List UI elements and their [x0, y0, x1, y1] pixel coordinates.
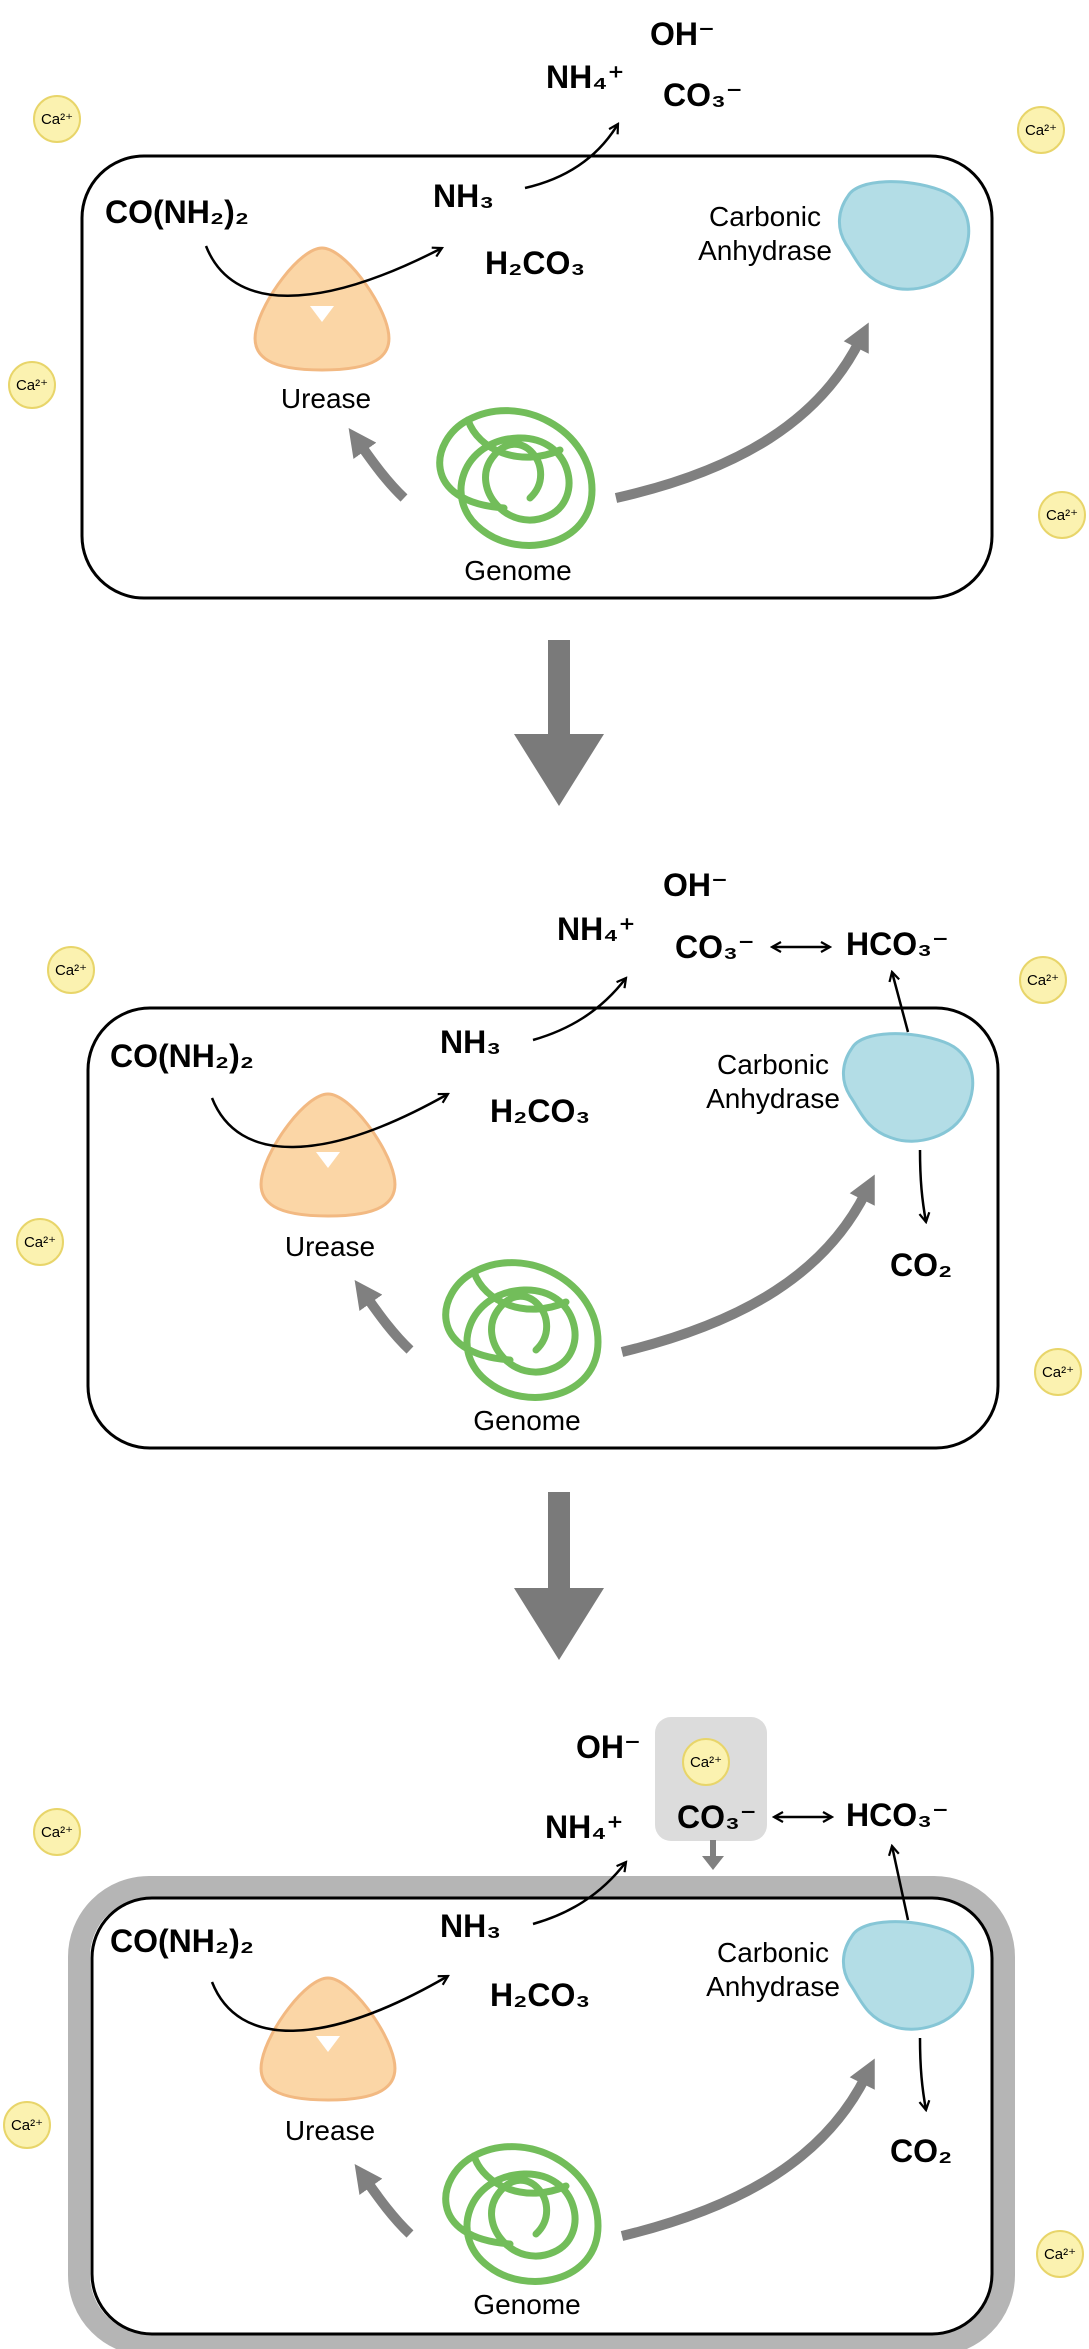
calcium-ion-icon: Ca²⁺ — [33, 1808, 81, 1856]
calcium-ion-icon: Ca²⁺ — [16, 1218, 64, 1266]
cell-membrane — [80, 154, 994, 600]
carbonate: CO₃⁻ — [675, 929, 755, 965]
down-arrow-icon — [514, 1492, 604, 1660]
ammonium: NH₄⁺ — [545, 1809, 623, 1845]
genome-icon — [442, 1259, 602, 1401]
calcium-ion-icon: Ca²⁺ — [33, 95, 81, 143]
genome-to-anhydrase-arrow — [620, 1174, 875, 1357]
hydroxide: OH⁻ — [576, 1729, 641, 1765]
urea: CO(NH₂)₂ — [105, 194, 249, 230]
anhydrase-to-bicarbonate-arrow — [892, 1846, 910, 1921]
genome-icon — [442, 2143, 602, 2285]
calcium-ion-icon: Ca²⁺ — [8, 361, 56, 409]
calcium-ion-icon: Ca²⁺ — [1017, 106, 1065, 154]
carbon-dioxide: CO₂ — [890, 2133, 952, 2169]
carbonic-acid: H₂CO₃ — [490, 1093, 590, 1129]
ammonium: NH₄⁺ — [546, 59, 624, 95]
calcium-ion-label: Ca²⁺ — [24, 1234, 56, 1251]
genome-to-anhydrase-arrow — [620, 2058, 875, 2241]
ammonia-to-ammonium-arrow — [532, 1862, 626, 1926]
calcium-ion-label: Ca²⁺ — [41, 111, 73, 128]
calcium-ion-label: Ca²⁺ — [1027, 972, 1059, 989]
urea-to-ammonia-arrow — [210, 1976, 448, 2032]
calcium-carbonate-shell — [68, 1876, 1015, 2349]
calcium-ion-icon: Ca²⁺ — [1019, 956, 1067, 1004]
cell-membrane — [86, 1006, 1000, 1450]
calcium-ion-label: Ca²⁺ — [41, 1824, 73, 1841]
calcium-ion-label: Ca²⁺ — [690, 1754, 722, 1771]
carbon-dioxide: CO₂ — [890, 1247, 952, 1283]
bicarbonate: HCO₃⁻ — [846, 926, 949, 962]
ammonium: NH₄⁺ — [557, 911, 635, 947]
calcium-ion-icon: Ca²⁺ — [3, 2101, 51, 2149]
calcium-ion-icon: Ca²⁺ — [47, 946, 95, 994]
carbonic-anhydrase-icon — [838, 180, 971, 291]
urease-label: Urease — [281, 383, 371, 414]
calcium-ion-icon: Ca²⁺ — [1036, 2230, 1084, 2278]
carbonic-anhydrase-label-line1: Carbonic — [709, 201, 821, 232]
genome-to-urease-arrow — [354, 1280, 414, 1354]
genome-to-urease-arrow — [348, 428, 408, 502]
urease-label: Urease — [285, 1231, 375, 1262]
carbonic-anhydrase-icon — [842, 1032, 975, 1143]
calcium-ion-label: Ca²⁺ — [1042, 1364, 1074, 1381]
urease-active-site — [316, 2036, 340, 2052]
carbonic-acid: H₂CO₃ — [490, 1977, 590, 2013]
panel-urease-stage: Urease CO(NH₂)₂ NH₃ H₂CO₃ NH₄⁺ OH⁻ CO₃⁻ … — [8, 16, 1086, 600]
anhydrase-to-co2-arrow — [920, 2037, 926, 2110]
carbonic-anhydrase-icon — [842, 1920, 975, 2031]
carbonic-acid: H₂CO₃ — [485, 245, 585, 281]
ammonia: NH₃ — [440, 1908, 501, 1944]
calcium-ion-label: Ca²⁺ — [16, 377, 48, 394]
calcium-ion-icon: Ca²⁺ — [682, 1738, 730, 1786]
urea-to-ammonia-arrow — [204, 245, 442, 297]
anhydrase-to-bicarbonate-arrow — [892, 972, 910, 1033]
bicarbonate: HCO₃⁻ — [846, 1797, 949, 1833]
genome-label: Genome — [473, 2289, 580, 2320]
genome-to-urease-arrow — [354, 2164, 414, 2238]
calcium-ion-label: Ca²⁺ — [1025, 122, 1057, 139]
genome-label: Genome — [473, 1405, 580, 1436]
carbonic-anhydrase-label-line2: Anhydrase — [706, 1083, 840, 1114]
panel-anhydrase-stage: Urease CO(NH₂)₂ NH₃ H₂CO₃ NH₄⁺ OH⁻ CO₃⁻ … — [16, 867, 1082, 1450]
panel-precipitation-stage: Urease CO(NH₂)₂ NH₃ H₂CO₃ NH₄⁺ OH⁻ CO₃⁻ … — [3, 1717, 1084, 2349]
down-arrow-icon — [514, 640, 604, 806]
carbonate: CO₃⁻ — [663, 77, 743, 113]
calcium-ion-label: Ca²⁺ — [1046, 507, 1078, 524]
carbonate: CO₃⁻ — [677, 1799, 757, 1835]
urease-label: Urease — [285, 2115, 375, 2146]
hydroxide: OH⁻ — [650, 16, 715, 52]
carbonic-anhydrase-label-line2: Anhydrase — [698, 235, 832, 266]
calcium-ion-label: Ca²⁺ — [11, 2117, 43, 2134]
genome-to-anhydrase-arrow — [614, 322, 869, 503]
genome-icon — [436, 407, 596, 549]
urease-active-site — [316, 1152, 340, 1168]
ammonia: NH₃ — [440, 1024, 501, 1060]
carbonic-anhydrase-label-line1: Carbonic — [717, 1937, 829, 1968]
urea: CO(NH₂)₂ — [110, 1038, 254, 1074]
anhydrase-to-co2-arrow — [920, 1149, 926, 1222]
urea: CO(NH₂)₂ — [110, 1923, 254, 1959]
carbonic-anhydrase-label-line2: Anhydrase — [706, 1971, 840, 2002]
urease-active-site — [310, 306, 334, 322]
hydroxide: OH⁻ — [663, 867, 728, 903]
calcium-ion-icon: Ca²⁺ — [1038, 491, 1086, 539]
calcium-ion-label: Ca²⁺ — [55, 962, 87, 979]
urea-to-ammonia-arrow — [210, 1094, 448, 1149]
calcium-ion-icon: Ca²⁺ — [1034, 1348, 1082, 1396]
ammonia-to-ammonium-arrow — [524, 124, 618, 190]
ammonia: NH₃ — [433, 178, 494, 214]
carbonic-anhydrase-label-line1: Carbonic — [717, 1049, 829, 1080]
precipitation-arrow-head — [702, 1856, 724, 1870]
ammonia-to-ammonium-arrow — [532, 978, 626, 1042]
calcium-ion-label: Ca²⁺ — [1044, 2246, 1076, 2263]
genome-label: Genome — [464, 555, 571, 586]
